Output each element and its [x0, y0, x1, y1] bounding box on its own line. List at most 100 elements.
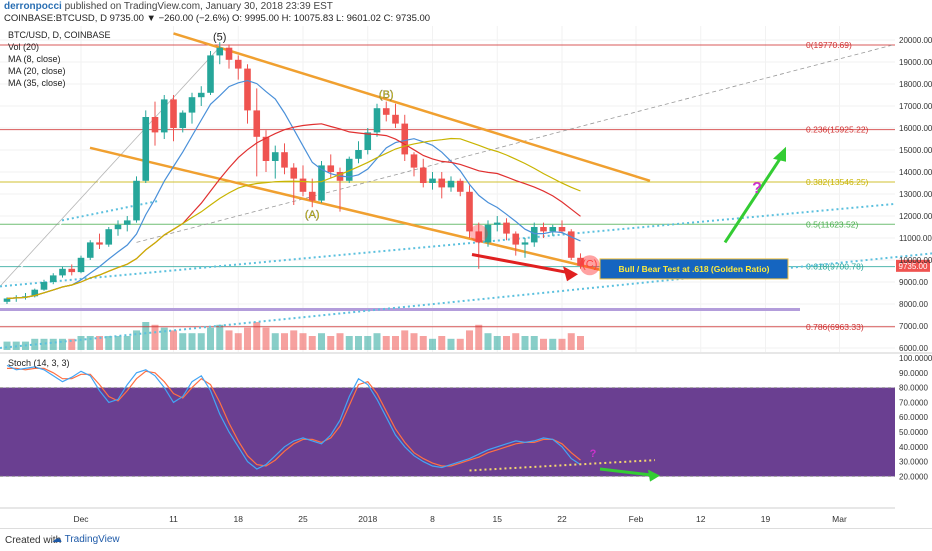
candle-body [299, 178, 307, 192]
volume-bar [207, 327, 214, 350]
ma8-line [6, 79, 581, 300]
candle-body [262, 136, 270, 161]
price-tick-label: 10000.00 [899, 256, 932, 265]
legend-ma35[interactable]: MA (35, close) [8, 78, 66, 88]
volume-bar [253, 322, 261, 350]
impulse-trendline [0, 48, 221, 292]
ma35-line [6, 137, 581, 300]
stoch-tick-label: 60.0000 [899, 413, 928, 422]
candle-body [447, 180, 455, 188]
stoch-question-mark: ? [590, 448, 597, 460]
footer: Created with ☁ TradingView [0, 528, 932, 551]
candle-body [401, 123, 409, 155]
candle-body [355, 150, 362, 159]
stoch-tick-label: 80.0000 [899, 384, 928, 393]
dotted-trendline-short [61, 199, 161, 222]
candle-body [151, 117, 159, 133]
tradingview-logo[interactable]: ☁ TradingView [52, 534, 120, 545]
candle-body [512, 233, 520, 245]
symbol-text: COINBASE:BTCUSD, D [4, 13, 107, 24]
candle-body [253, 110, 261, 137]
candle-body [179, 112, 187, 128]
candle-body [410, 154, 418, 168]
volume-bar [179, 333, 187, 350]
volume-bar [170, 330, 177, 350]
volume-bar [373, 333, 381, 350]
volume-bar [3, 341, 11, 350]
fib-label: 0(19770.69) [806, 40, 852, 50]
time-tick-label: Dec [73, 514, 89, 524]
volume-bar [475, 324, 483, 350]
legend-ma8[interactable]: MA (8, close) [8, 54, 61, 64]
time-tick-label: 2018 [358, 514, 377, 524]
candle-body [133, 180, 140, 221]
candle-body [225, 47, 233, 60]
channel-lower [89, 146, 606, 273]
volume-bar [521, 336, 529, 350]
stoch-label[interactable]: Stoch (14, 3, 3) [8, 358, 70, 368]
volume-bar [456, 338, 464, 350]
fib-label: 0.5(11623.52) [806, 219, 858, 229]
volume-bar [290, 330, 298, 350]
candle-body [68, 268, 76, 273]
stoch-green-arrow-head [648, 469, 660, 482]
candle-body [77, 257, 85, 273]
green-arrow-shaft [723, 157, 782, 244]
ohlc-values: 9735.00 ▼ −260.00 (−2.6%) O: 9995.00 H: … [109, 13, 431, 24]
created-with-text: Created with [5, 535, 62, 546]
time-axis[interactable]: Dec 11 18 25 2018 8 15 22 Feb 12 19 Mar [73, 514, 847, 524]
annotation-text: Bull / Bear Test at .618 (Golden Ratio) [619, 264, 770, 274]
time-tick-label: 25 [298, 514, 308, 524]
candle-body [114, 224, 122, 230]
volume-bar [225, 330, 233, 350]
candle-body [49, 275, 57, 282]
candle-body [40, 282, 48, 290]
legend-ma20[interactable]: MA (20, close) [8, 66, 66, 76]
volume-bar [567, 333, 575, 350]
volume-bar [105, 336, 113, 350]
candle-body [484, 224, 492, 243]
last-price-value: 9735.00 [899, 262, 928, 271]
volume-bar [419, 336, 427, 350]
candle-body [271, 152, 279, 161]
legend-vol[interactable]: Vol (20) [8, 42, 39, 52]
candle-body [216, 47, 224, 56]
volume-bar [447, 338, 455, 350]
candle-body [86, 242, 94, 258]
stoch-tick-label: 20.0000 [899, 472, 928, 481]
time-tick-label: 19 [761, 514, 771, 524]
candle-body [419, 167, 427, 183]
price-tick-label: 6000.00 [899, 344, 928, 353]
wave-label: (5) [213, 32, 226, 44]
candle-body [567, 231, 575, 258]
volume-bar [484, 333, 492, 350]
price-tick-label: 15000.00 [899, 146, 932, 155]
stoch-d-line [7, 367, 581, 467]
stoch-tick-label: 30.0000 [899, 458, 928, 467]
author-name[interactable]: derronpocci [4, 1, 62, 12]
volume-bar [133, 330, 140, 350]
price-tick-label: 13000.00 [899, 190, 932, 199]
price-chart[interactable]: 0(19770.69) 0.236(15925.22) 0.382(13546.25… [0, 26, 932, 528]
volume-bar [392, 336, 399, 350]
price-tick-label: 17000.00 [899, 102, 932, 111]
volume-bar [318, 333, 325, 350]
tradingview-cloud-icon: ☁ [52, 534, 62, 545]
price-tick-label: 20000.00 [899, 36, 932, 45]
volume-bar [540, 338, 547, 350]
candle-body [503, 222, 510, 234]
wave-label: (A) [305, 209, 320, 221]
stoch-tick-label: 70.0000 [899, 398, 928, 407]
question-mark: ? [752, 180, 762, 197]
time-tick-label: 22 [557, 514, 567, 524]
volume-bar [503, 336, 510, 350]
stoch-tick-label: 40.0000 [899, 443, 928, 452]
fib-label: 0.382(13546.25) [806, 177, 869, 187]
candle-body [392, 114, 399, 124]
time-tick-label: 11 [169, 514, 178, 524]
annotations: (5) (A) (B) (C)? Bull / Bear Test at .618 (G… [213, 32, 930, 282]
candle-body [142, 117, 150, 181]
candle-body [373, 108, 381, 133]
volume-bar [438, 336, 446, 350]
price-tick-label: 11000.00 [899, 234, 932, 243]
